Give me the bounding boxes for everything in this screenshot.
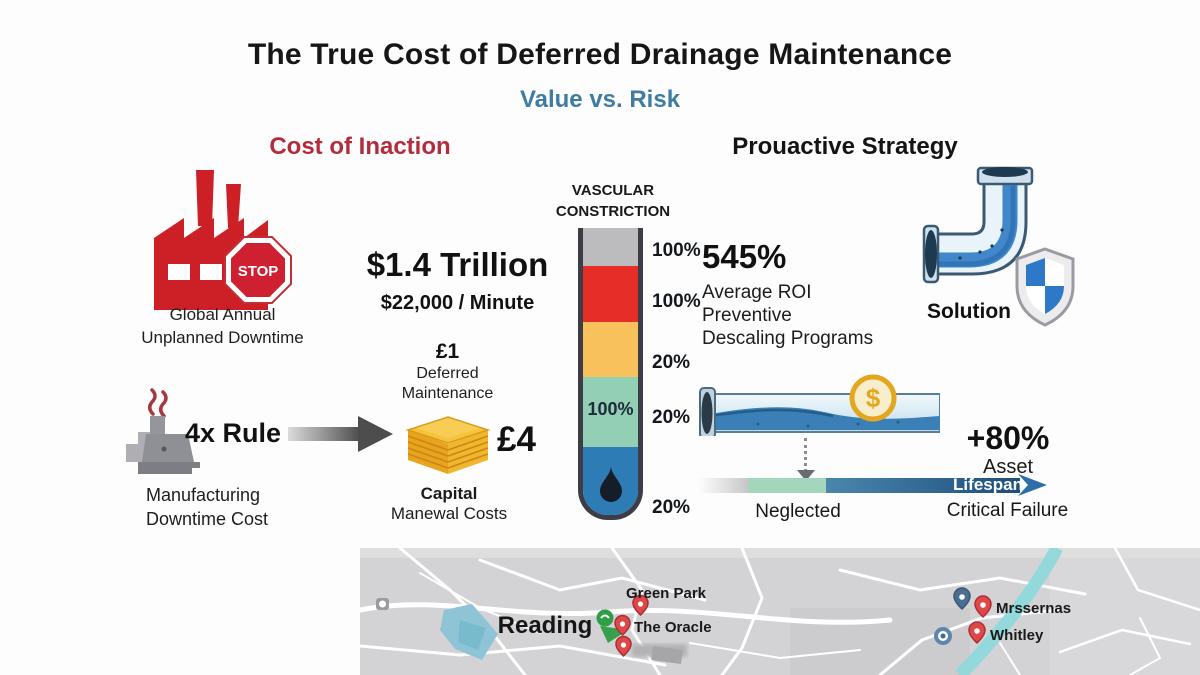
gauge-label-4: 20% [652,407,691,428]
map-pin-blue-teardrop [953,587,971,611]
pipe-elbow-icon [922,166,1034,284]
roi-caption-line2: Preventive [702,305,792,326]
gauge-title-line2: CONSTRICTION [555,203,671,220]
deferred-caption-line2: Maintenance [401,385,494,402]
stop-sign-icon: STOP [224,236,292,304]
map-city-label: Reading [498,612,593,639]
svg-text:$: $ [866,383,881,413]
deferred-block: £1 Deferred Maintenance [390,340,505,404]
map-pin-the-oracle-label: The Oracle [634,619,712,636]
gauge-segment-5 [583,447,638,515]
svg-text:STOP: STOP [238,263,279,280]
page-subtitle: Value vs. Risk [519,86,681,113]
map-pin-blue-circle [934,627,952,645]
deferred-value: £1 [435,340,460,363]
gauge-label-2: 100% [652,291,701,312]
downtime-caption-line1: Global Annual [169,305,276,324]
map-pin-unlabeled [615,635,632,658]
bar-left-label: Neglected [755,501,841,522]
roi-caption: Average ROI Preventive Descaling Program… [702,281,873,350]
constriction-gauge: 100% [578,228,643,520]
rule-caption-line2: Downtime Cost [146,509,269,529]
roi-caption-line3: Descaling Programs [702,328,874,349]
coin-stack-icon [405,416,491,474]
solution-label: Solution [927,300,1011,323]
renewal-caption-line1: Capital [420,484,478,503]
shield-icon [1015,247,1075,327]
factory-stop-icon: STOP [154,170,292,310]
map-pin-whitley-label: Whitley [990,627,1044,644]
dotted-arrow-head [797,470,815,481]
lifespan-bar: Lifespan [698,474,1047,496]
horizontal-pipe-icon: $ [699,374,940,436]
rule-caption: Manufacturing Downtime Cost [146,483,268,531]
dotted-arrow-line [804,438,807,472]
page-title: The True Cost of Deferred Drainage Maint… [247,38,953,71]
lifespan-value: +80% [966,420,1050,456]
section-header-cost-of-inaction: Cost of Inaction [269,133,451,160]
city-map: Reading Green Park The Oracle Mr [360,548,1200,675]
gauge-segment-4: 100% [583,377,638,447]
gauge-label-3: 20% [652,352,691,373]
gauge-segment-1 [583,228,638,266]
map-pin-green-park [632,594,649,617]
map-pin-whitley [968,621,986,645]
manufacturing-plant-icon [126,388,200,474]
arrow-right-icon [288,416,393,452]
lifespan-caption: Asset [982,456,1034,478]
gauge-segment-2 [583,266,638,322]
downtime-amount: $1.4 Trillion [366,246,549,283]
roi-value: 545% [702,238,787,275]
renewal-caption: Capital Manewal Costs [380,484,518,524]
renewal-caption-line2: Manewal Costs [390,504,508,523]
dollar-coin-icon: $ [849,374,897,422]
rule-caption-line1: Manufacturing [146,485,261,505]
gauge-title-line1: VASCULAR [571,182,655,199]
gauge-segment-3 [583,322,638,377]
gauge-inner-label: 100% [587,399,634,419]
map-pin-the-oracle [614,614,631,637]
map-pin-mrssernas-label: Mrssernas [996,600,1071,617]
map-pin-green-park-label: Green Park [626,585,707,602]
roi-caption-line1: Average ROI [702,282,812,303]
water-drop-icon [600,466,622,502]
map-pin-mrssernas [974,595,992,619]
rule-label: 4x Rule [185,418,282,448]
renewal-value: £4 [497,420,536,459]
road-marker-icon [376,598,389,610]
downtime-caption-line2: Unplanned Downtime [141,328,304,347]
section-header-proactive-strategy: Prouactive Strategy [732,133,958,160]
gauge-label-1: 100% [652,240,701,261]
gauge-label-5: 20% [652,497,691,518]
downtime-caption: Global Annual Unplanned Downtime [100,303,345,349]
downtime-rate: $22,000 / Minute [380,292,535,314]
lifespan-bar-label: Lifespan [953,475,1023,494]
bar-right-label: Critical Failure [946,500,1069,521]
gauge-title: VASCULAR CONSTRICTION [540,180,686,222]
deferred-caption-line1: Deferred [416,365,479,382]
